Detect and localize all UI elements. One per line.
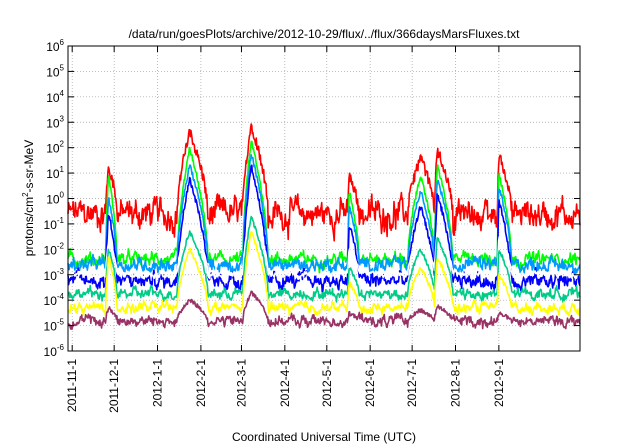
x-tick-label: 2012-4-1	[278, 359, 292, 407]
x-tick-label: 2011-11-1	[65, 359, 79, 412]
x-tick-label: 2012-8-1	[448, 359, 462, 407]
x-tick-label: 2012-1-1	[151, 359, 165, 407]
x-tick-label: 2011-12-1	[107, 359, 121, 413]
grid-lines	[68, 46, 580, 351]
x-tick-label: 2012-5-1	[320, 359, 334, 407]
x-tick-label: 2012-3-1	[234, 359, 248, 407]
y-tick-label: 101	[46, 165, 64, 181]
y-tick-label: 103	[46, 114, 64, 130]
x-tick-label: 2012-7-1	[405, 359, 419, 407]
plot-series	[67, 123, 581, 331]
y-tick-label: 106	[46, 38, 64, 54]
series-line-5	[67, 207, 581, 281]
y-tick-label: 100	[46, 191, 64, 207]
series-line-1	[67, 123, 581, 242]
series-line-7	[67, 231, 581, 317]
series-line-2	[67, 140, 581, 274]
x-tick-label: 2012-9-1	[492, 359, 506, 407]
y-tick-label: 102	[46, 140, 64, 156]
y-tick-label: 10-4	[44, 292, 65, 308]
y-tick-label: 10-1	[44, 216, 65, 232]
y-tick-label: 104	[46, 89, 64, 105]
x-axis: 2011-11-1 2011-12-1 2012-1-1 2012-2-1 2012-3…	[65, 46, 506, 413]
y-tick-label: 10-3	[44, 267, 65, 283]
y-tick-label: 10-2	[44, 241, 65, 257]
y-axis-label: protons/cm2-s-sr-MeV	[21, 140, 36, 256]
y-axis: 10-6 10-5 10-4 10-3 10-2 10-1 100 101 102 103 104 1…	[44, 38, 580, 359]
x-tick-label: 2012-6-1	[363, 359, 377, 407]
y-tick-label: 105	[46, 63, 64, 79]
series-line-4	[67, 164, 581, 294]
series-line-3	[67, 154, 581, 276]
series-line-8	[67, 290, 581, 331]
y-tick-label: 10-6	[44, 343, 65, 359]
y-tick-label: 10-5	[44, 318, 65, 334]
chart-title: /data/run/goesPlots/archive/2012-10-29/f…	[129, 27, 521, 41]
x-tick-label: 2012-2-1	[194, 359, 208, 407]
series-line-6	[67, 215, 581, 304]
x-axis-label: Coordinated Universal Time (UTC)	[232, 430, 416, 444]
